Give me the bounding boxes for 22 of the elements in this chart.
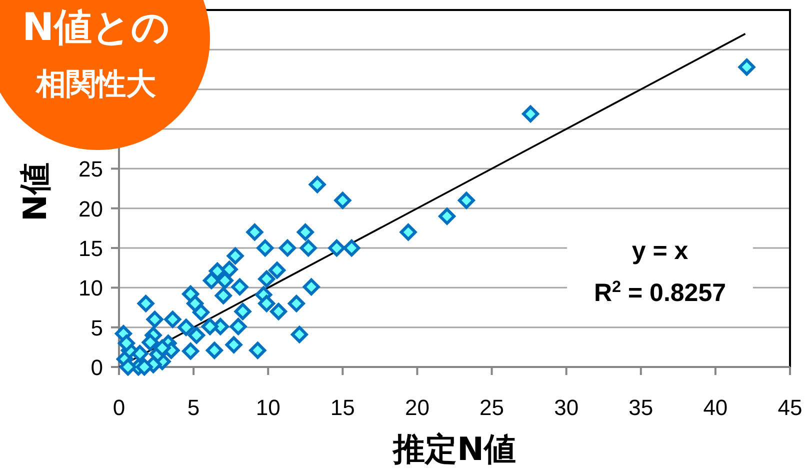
x-axis-title: 推定N値 (392, 430, 516, 468)
x-tick-label: 45 (778, 395, 802, 420)
x-tick-label: 35 (628, 395, 654, 420)
annotation: 相関性大 (35, 67, 157, 102)
annotation: R$^{2}$ = 0.8257 (594, 278, 726, 307)
x-tick-label: 10 (256, 395, 280, 420)
y-tick-label: 20 (78, 196, 103, 222)
x-tick-label: 25 (480, 395, 504, 420)
y-tick-label: 5 (90, 315, 103, 340)
x-tick-label: 15 (330, 395, 355, 420)
y-axis-title: N値 (16, 162, 54, 222)
x-tick-label: 0 (112, 395, 126, 420)
x-tick-label: 30 (554, 395, 579, 420)
y-tick-label: 25 (78, 156, 103, 182)
x-tick-label: 40 (703, 395, 728, 420)
x-tick-label: 20 (404, 395, 430, 420)
y-tick-label: 10 (78, 276, 103, 301)
y-tick-label: 15 (78, 236, 103, 261)
x-tick-label: 5 (187, 395, 200, 420)
annotation: N値との (22, 5, 170, 49)
y-tick-label: 0 (90, 355, 103, 380)
annotation: y = x (632, 237, 688, 265)
